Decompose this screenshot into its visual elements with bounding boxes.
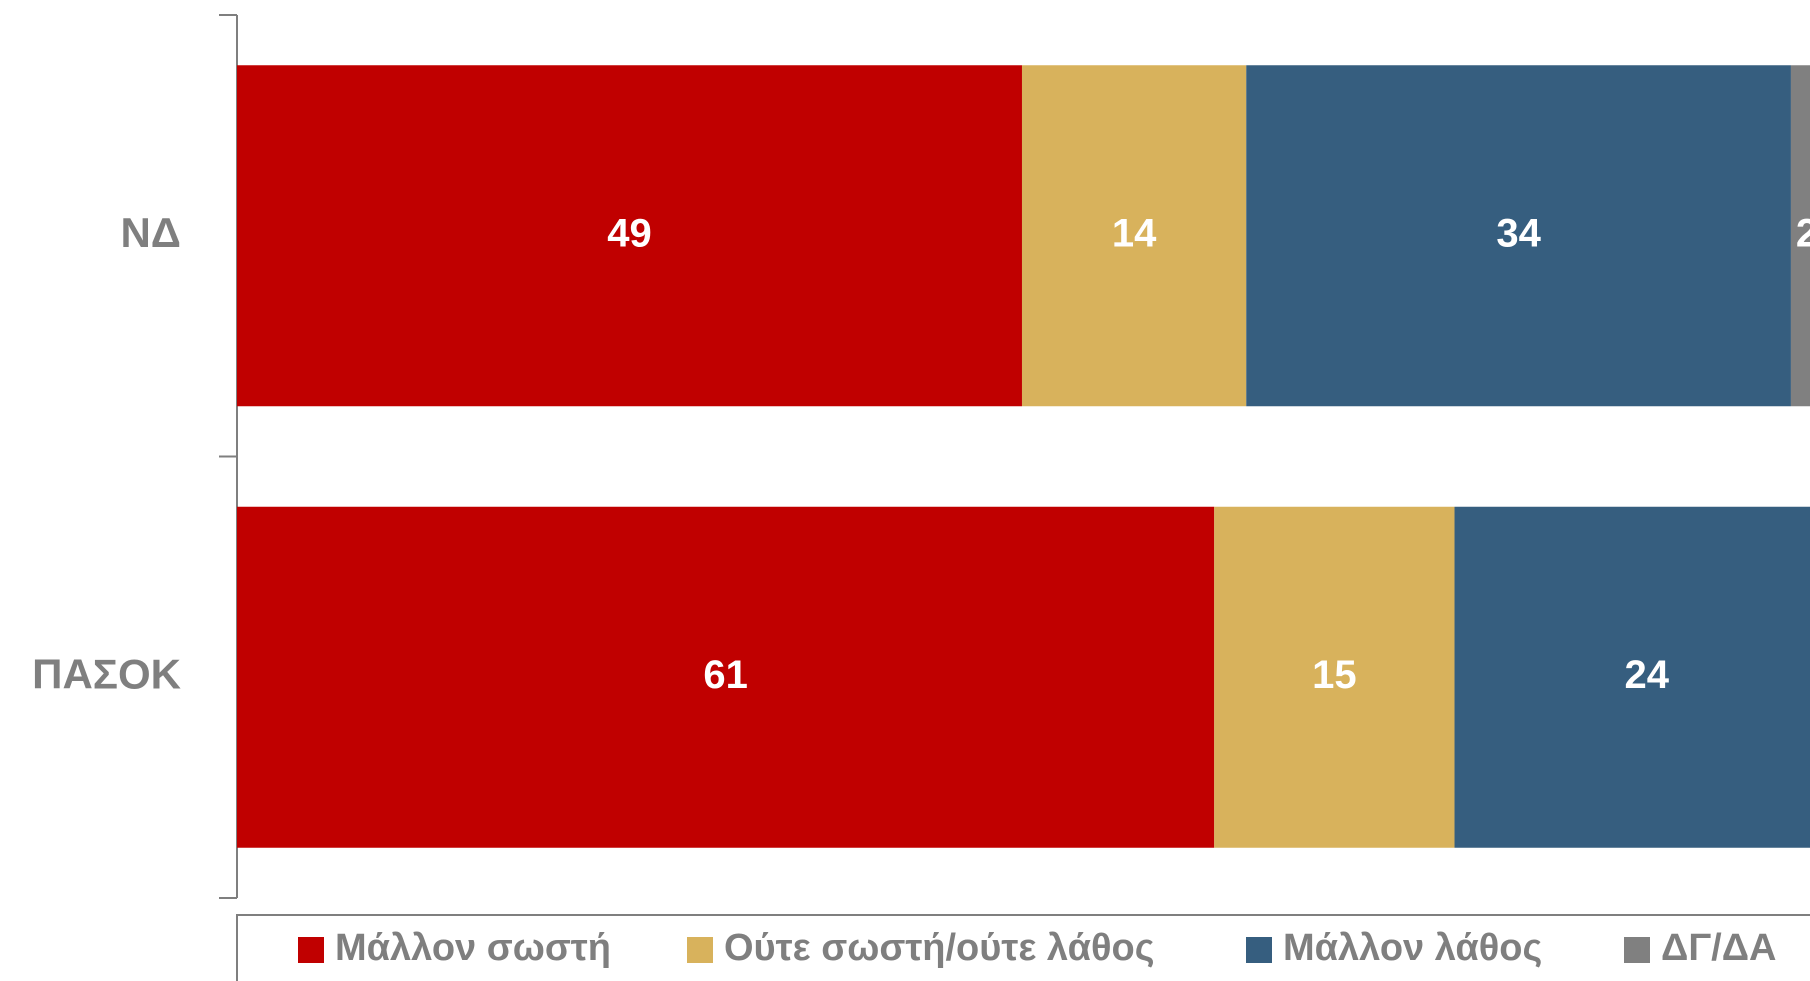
category-label: ΠΑΣΟΚ [32,650,181,697]
legend-swatch [1246,937,1272,963]
legend-label: Μάλλον σωστή [335,927,611,969]
legend-label: ΔΓ/ΔΑ [1661,927,1776,969]
bar-segment [1214,506,1455,848]
legend-label: Μάλλον λάθος [1283,927,1542,969]
legend-label: Ούτε σωστή/ούτε λάθος [724,927,1154,969]
data-label: 49 [607,211,652,255]
bar-segment [237,506,1215,848]
category-label: ΝΔ [120,209,181,256]
legend-swatch [298,937,324,963]
data-label: 14 [1112,211,1157,255]
bar-segment [1021,65,1247,407]
bar-segment [1454,506,1810,848]
data-label: 24 [1625,653,1670,697]
legend-swatch [687,937,713,963]
data-label: 15 [1312,653,1357,697]
legend-box [236,914,1810,981]
legend-swatch [1624,937,1650,963]
data-label: 34 [1496,211,1541,255]
bar-segment [1790,65,1810,407]
data-label: 61 [703,653,748,697]
bar-segment [237,65,1022,407]
bar-segment [1246,65,1791,407]
data-label: 2 [1796,211,1810,255]
